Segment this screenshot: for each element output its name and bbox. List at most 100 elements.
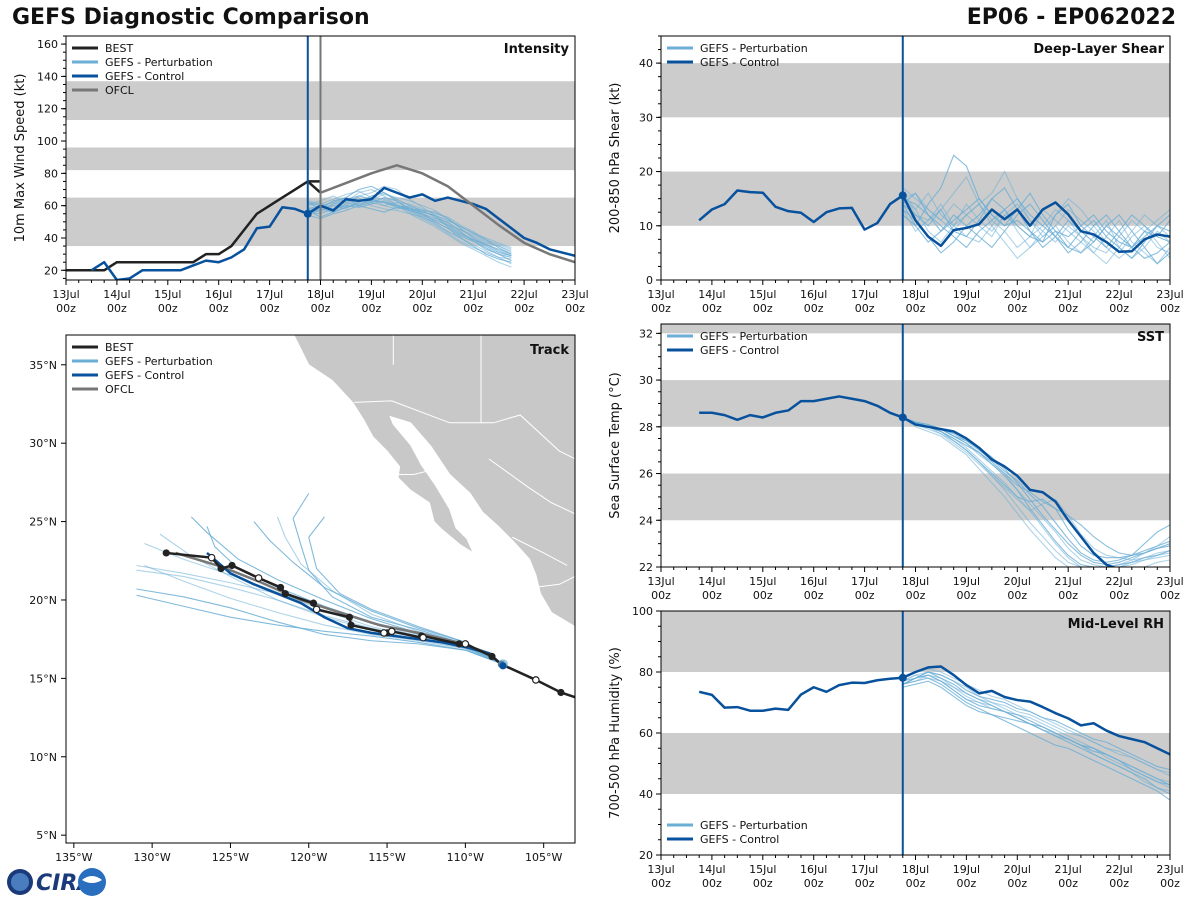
shading-band xyxy=(661,380,1170,427)
x-tick-sublabel: 00z xyxy=(651,302,671,315)
x-tick-sublabel: 00z xyxy=(412,302,432,315)
x-tick-sublabel: 00z xyxy=(1109,589,1129,602)
x-tick-sublabel: 00z xyxy=(855,302,875,315)
lat-tick-label: 15°N xyxy=(29,672,57,685)
best-track-open-point xyxy=(380,629,388,637)
x-tick-label: 18Jul xyxy=(902,575,929,588)
x-tick-sublabel: 00z xyxy=(56,302,76,315)
y-tick-label: 24 xyxy=(639,514,653,527)
perturbation-track xyxy=(136,588,504,665)
x-tick-label: 16Jul xyxy=(800,863,827,876)
perturbation-line xyxy=(902,203,1170,254)
perturbation-line xyxy=(307,200,512,262)
x-tick-label: 14Jul xyxy=(698,575,725,588)
plot-frame xyxy=(660,323,1171,568)
perturbation-line xyxy=(902,671,1170,786)
perturbation-line xyxy=(902,192,1170,254)
x-tick-label: 19Jul xyxy=(953,863,980,876)
y-tick-label: 40 xyxy=(639,788,653,801)
y-tick-label: 32 xyxy=(639,327,653,340)
perturbation-line xyxy=(902,416,1170,567)
map-frame xyxy=(65,334,576,844)
x-tick-sublabel: 00z xyxy=(753,589,773,602)
series-gefs-control xyxy=(698,189,1170,254)
y-axis-label: 10m Max Wind Speed (kt) xyxy=(13,74,28,243)
x-tick-sublabel: 00z xyxy=(702,877,722,890)
y-tick-label: 30 xyxy=(639,374,653,387)
x-tick-sublabel: 00z xyxy=(906,589,926,602)
panel-title: SST xyxy=(1137,330,1164,345)
y-tick-label: 30 xyxy=(639,111,653,124)
x-tick-label: 22Jul xyxy=(1105,863,1132,876)
legend-label: OFCL xyxy=(105,84,135,97)
perturbation-line xyxy=(307,197,512,265)
x-tick-label: 20Jul xyxy=(1004,863,1031,876)
x-tick-sublabel: 00z xyxy=(804,302,824,315)
panel-title: Mid-Level RH xyxy=(1068,617,1164,632)
x-tick-label: 13Jul xyxy=(647,863,674,876)
x-tick-sublabel: 00z xyxy=(855,589,875,602)
x-tick-label: 21Jul xyxy=(460,288,487,301)
plot-area xyxy=(661,611,1170,855)
x-tick-sublabel: 00z xyxy=(1058,302,1078,315)
best-track-point xyxy=(162,549,170,557)
best-track-open-point xyxy=(532,676,540,684)
perturbation-line xyxy=(902,192,1170,249)
init-position xyxy=(499,662,507,670)
best-track-point xyxy=(217,565,225,573)
lat-tick-label: 20°N xyxy=(29,594,57,607)
perturbation-track xyxy=(308,516,504,665)
y-axis-label: 200-850 hPa Shear (kt) xyxy=(608,83,623,234)
init-marker xyxy=(303,209,312,218)
best-track-point xyxy=(309,599,318,607)
x-tick-label: 20Jul xyxy=(1004,288,1031,301)
legend-label: GEFS - Control xyxy=(105,369,184,382)
best-track-point xyxy=(557,688,565,697)
y-tick-label: 20 xyxy=(639,849,653,862)
legend-label: BEST xyxy=(105,42,133,55)
lat-tick-label: 10°N xyxy=(29,751,57,764)
series-best2 xyxy=(306,180,322,194)
init-marker xyxy=(898,191,907,200)
init-marker xyxy=(898,413,907,422)
best-track-point xyxy=(455,640,463,648)
x-tick-sublabel: 00z xyxy=(804,877,824,890)
panel-rh: 2040608010013Jul00z14Jul00z15Jul00z16Jul… xyxy=(608,605,1184,890)
legend-label: GEFS - Perturbation xyxy=(700,330,808,343)
best-track-point xyxy=(345,613,354,621)
x-tick-sublabel: 00z xyxy=(514,302,534,315)
y-tick-label: 60 xyxy=(44,200,58,213)
x-tick-sublabel: 00z xyxy=(906,877,926,890)
border-line xyxy=(534,576,575,588)
perturbation-line xyxy=(902,671,1170,771)
legend-label: GEFS - Perturbation xyxy=(700,819,808,832)
border-line xyxy=(354,400,575,460)
y-tick-label: 40 xyxy=(44,232,58,245)
x-tick-label: 16Jul xyxy=(205,288,232,301)
x-tick-label: 19Jul xyxy=(953,575,980,588)
x-tick-sublabel: 00z xyxy=(158,302,178,315)
best-track-open-point xyxy=(461,640,470,648)
legend-label: GEFS - Control xyxy=(105,70,184,83)
series-gefs-control xyxy=(699,395,1117,567)
y-tick-label: 26 xyxy=(639,468,653,481)
best-track-open-point xyxy=(387,627,396,636)
x-tick-sublabel: 00z xyxy=(260,302,280,315)
y-tick-label: 20 xyxy=(44,264,58,277)
x-tick-label: 22Jul xyxy=(1105,575,1132,588)
x-tick-sublabel: 00z xyxy=(1058,589,1078,602)
x-tick-label: 15Jul xyxy=(749,288,776,301)
x-tick-sublabel: 00z xyxy=(1058,877,1078,890)
panel-sst: 22242628303213Jul00z14Jul00z15Jul00z16Ju… xyxy=(608,323,1184,602)
x-tick-label: 18Jul xyxy=(902,863,929,876)
x-tick-label: 18Jul xyxy=(902,288,929,301)
y-tick-label: 80 xyxy=(639,666,653,679)
best-track-point xyxy=(488,652,496,661)
y-tick-label: 120 xyxy=(37,103,58,116)
border-line xyxy=(512,536,568,566)
x-tick-label: 13Jul xyxy=(52,288,79,301)
shading-band xyxy=(661,63,1170,118)
x-tick-sublabel: 00z xyxy=(957,302,977,315)
x-tick-sublabel: 00z xyxy=(957,877,977,890)
